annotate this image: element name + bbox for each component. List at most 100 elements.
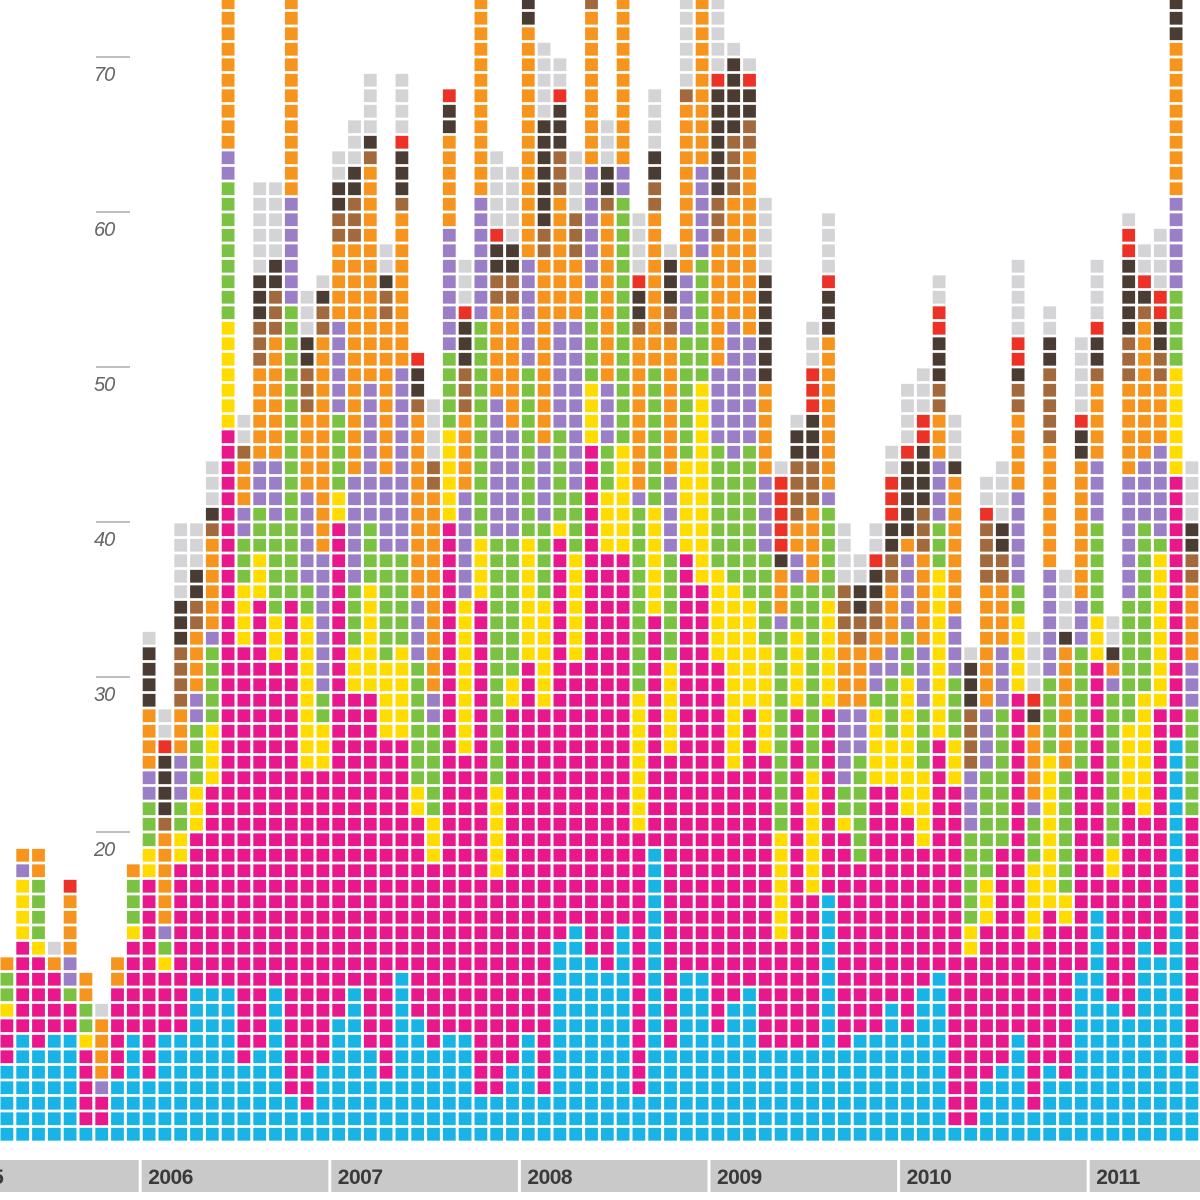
cell-series-2 bbox=[16, 926, 30, 940]
cell-series-9 bbox=[332, 151, 346, 165]
cell-series-0 bbox=[585, 1112, 598, 1126]
cell-series-3 bbox=[1074, 740, 1088, 754]
cell-series-8 bbox=[916, 430, 930, 444]
cell-series-9 bbox=[632, 228, 646, 242]
cell-series-2 bbox=[727, 678, 741, 692]
cell-series-0 bbox=[474, 1112, 488, 1126]
cell-series-9 bbox=[679, 27, 693, 41]
cell-series-1 bbox=[379, 1003, 393, 1017]
cell-series-3 bbox=[664, 554, 677, 568]
cell-series-0 bbox=[837, 1127, 851, 1141]
cell-series-6 bbox=[569, 228, 583, 242]
cell-series-1 bbox=[474, 1050, 488, 1064]
cell-series-5 bbox=[269, 383, 282, 397]
cell-series-3 bbox=[853, 771, 867, 785]
cell-series-8 bbox=[885, 476, 899, 490]
cell-series-6 bbox=[395, 197, 409, 211]
cell-series-1 bbox=[790, 833, 804, 847]
cell-series-5 bbox=[521, 151, 535, 165]
cell-series-1 bbox=[1185, 910, 1199, 924]
cell-series-1 bbox=[1011, 941, 1025, 955]
cell-series-0 bbox=[774, 1081, 788, 1095]
cell-series-1 bbox=[142, 1003, 156, 1017]
cell-series-3 bbox=[664, 631, 677, 645]
cell-series-1 bbox=[300, 910, 314, 924]
cell-series-5 bbox=[363, 290, 377, 304]
cell-series-1 bbox=[300, 848, 314, 862]
cell-series-0 bbox=[727, 1096, 741, 1110]
cell-series-1 bbox=[269, 895, 282, 909]
cell-series-1 bbox=[1059, 941, 1072, 955]
cell-series-1 bbox=[253, 647, 267, 661]
cell-series-9 bbox=[174, 585, 188, 599]
cell-series-3 bbox=[774, 724, 788, 738]
cell-series-3 bbox=[506, 616, 519, 630]
cell-series-4 bbox=[837, 724, 851, 738]
cell-series-7 bbox=[664, 259, 677, 273]
cell-series-5 bbox=[442, 182, 456, 196]
cell-series-0 bbox=[205, 1127, 219, 1141]
cell-series-4 bbox=[569, 368, 583, 382]
cell-series-1 bbox=[727, 786, 741, 800]
cell-series-5 bbox=[32, 864, 45, 878]
cell-series-1 bbox=[664, 755, 677, 769]
cell-series-2 bbox=[1153, 647, 1167, 661]
cell-series-4 bbox=[363, 445, 377, 459]
cell-series-1 bbox=[332, 554, 346, 568]
cell-series-5 bbox=[616, 120, 630, 134]
cell-series-1 bbox=[269, 817, 282, 831]
cell-series-1 bbox=[616, 864, 630, 878]
cell-series-6 bbox=[332, 213, 346, 227]
cell-series-1 bbox=[600, 662, 614, 676]
cell-series-8 bbox=[980, 507, 993, 521]
cell-series-0 bbox=[1153, 1112, 1167, 1126]
cell-series-1 bbox=[221, 910, 235, 924]
cell-series-1 bbox=[190, 895, 203, 909]
cell-series-1 bbox=[885, 957, 899, 971]
cell-series-8 bbox=[822, 275, 835, 289]
cell-series-1 bbox=[632, 1003, 646, 1017]
cell-series-4 bbox=[284, 259, 298, 273]
cell-series-1 bbox=[980, 957, 993, 971]
cell-series-1 bbox=[427, 864, 440, 878]
cell-series-1 bbox=[284, 786, 298, 800]
cell-series-9 bbox=[790, 414, 804, 428]
cell-series-8 bbox=[1011, 352, 1025, 366]
cell-series-1 bbox=[316, 833, 330, 847]
cell-series-3 bbox=[221, 244, 235, 258]
cell-series-5 bbox=[1043, 476, 1057, 490]
cell-series-0 bbox=[553, 972, 567, 986]
cell-series-5 bbox=[648, 259, 662, 273]
cell-series-0 bbox=[205, 1003, 219, 1017]
cell-series-0 bbox=[1090, 1050, 1104, 1064]
cell-series-7 bbox=[916, 492, 930, 506]
cell-series-5 bbox=[806, 507, 820, 521]
cell-series-1 bbox=[379, 941, 393, 955]
cell-series-0 bbox=[869, 1034, 883, 1048]
cell-series-5 bbox=[316, 368, 330, 382]
cell-series-3 bbox=[648, 445, 662, 459]
cell-series-5 bbox=[569, 275, 583, 289]
cell-series-5 bbox=[711, 321, 725, 335]
cell-series-1 bbox=[269, 972, 282, 986]
cell-series-1 bbox=[901, 972, 914, 986]
cell-series-5 bbox=[490, 321, 504, 335]
cell-series-3 bbox=[995, 755, 1009, 769]
cell-series-2 bbox=[537, 600, 551, 614]
cell-series-1 bbox=[711, 1003, 725, 1017]
column bbox=[442, 89, 456, 1141]
cell-series-2 bbox=[632, 693, 646, 707]
cell-series-1 bbox=[695, 802, 709, 816]
cell-series-1 bbox=[126, 957, 140, 971]
cell-series-1 bbox=[790, 895, 804, 909]
cell-series-5 bbox=[711, 244, 725, 258]
cell-series-2 bbox=[458, 662, 472, 676]
cell-series-6 bbox=[269, 321, 282, 335]
cell-series-1 bbox=[363, 724, 377, 738]
cell-series-3 bbox=[948, 678, 962, 692]
cell-series-3 bbox=[332, 476, 346, 490]
cell-series-7 bbox=[506, 259, 519, 273]
cell-series-0 bbox=[16, 1065, 30, 1079]
cell-series-1 bbox=[474, 662, 488, 676]
